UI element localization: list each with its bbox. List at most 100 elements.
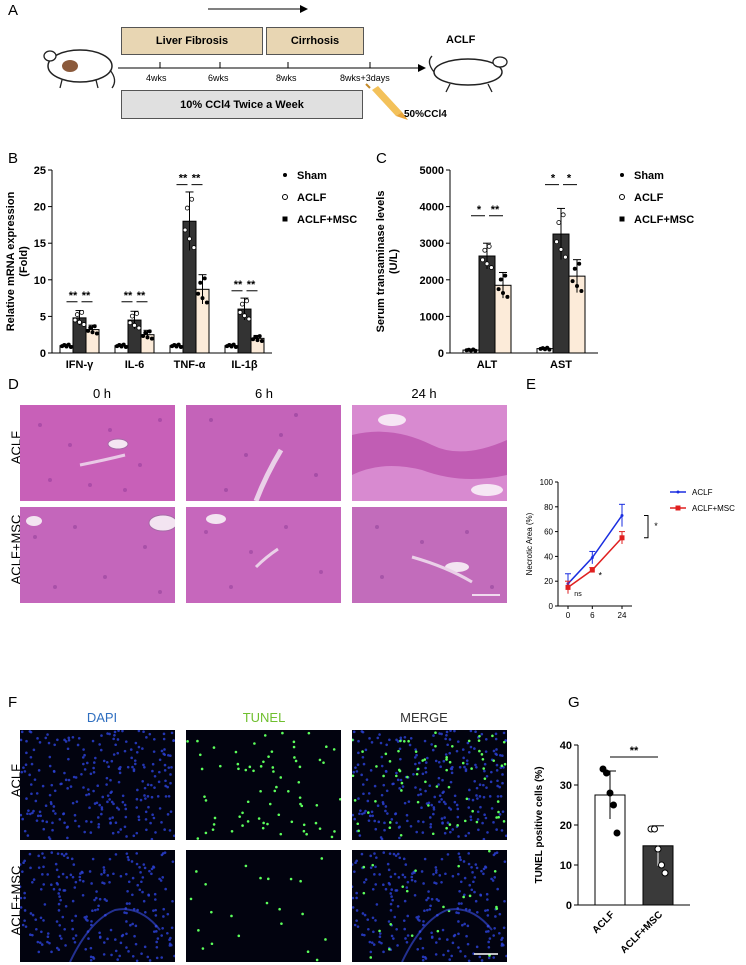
nucleus xyxy=(462,756,465,760)
nucleus xyxy=(113,730,117,734)
nucleus xyxy=(390,888,394,891)
nucleus xyxy=(366,799,370,803)
nucleus xyxy=(100,806,104,809)
nucleus xyxy=(475,794,478,797)
nucleus xyxy=(467,862,471,866)
nucleus xyxy=(446,853,450,856)
nucleus xyxy=(501,781,504,785)
nucleus xyxy=(64,740,68,743)
nucleus xyxy=(493,926,496,930)
category-label: TNF-α xyxy=(174,359,206,371)
nucleus xyxy=(85,761,89,765)
fl-image-dapi-msc xyxy=(20,850,175,962)
y-axis-label: Serum transaminase levels xyxy=(375,191,387,333)
nucleus xyxy=(81,756,85,759)
nucleus xyxy=(123,911,126,914)
nucleus xyxy=(439,765,442,769)
nucleus xyxy=(465,762,469,766)
nucleus xyxy=(378,733,381,736)
tunel-cell xyxy=(447,785,451,789)
fl-image-tunel-msc xyxy=(186,850,341,962)
nucleus xyxy=(134,741,138,745)
tunel-cell xyxy=(307,731,311,735)
nucleus xyxy=(114,821,118,825)
legend-marker xyxy=(283,173,287,177)
nucleus xyxy=(379,836,383,839)
nucleus xyxy=(31,913,35,917)
tunel-cell xyxy=(234,750,238,754)
nucleus xyxy=(82,748,85,751)
tunel-cell xyxy=(292,740,296,744)
tunel-cell xyxy=(410,934,414,937)
nucleus xyxy=(432,872,435,876)
nucleus xyxy=(41,819,45,823)
nucleus xyxy=(146,795,150,798)
nucleus xyxy=(452,934,456,938)
nucleus xyxy=(416,947,420,951)
nucleus xyxy=(42,883,46,886)
nucleus xyxy=(158,807,162,810)
nucleus xyxy=(485,786,488,789)
nucleus xyxy=(41,852,44,855)
nucleus xyxy=(435,941,438,944)
nucleus xyxy=(387,881,391,885)
nucleus xyxy=(477,828,480,832)
tunel-cell xyxy=(361,750,364,753)
nucleus xyxy=(162,737,166,741)
nucleus xyxy=(130,756,133,760)
nucleus xyxy=(126,855,130,859)
nucleus xyxy=(46,733,49,736)
nucleus xyxy=(361,755,365,759)
nucleus xyxy=(80,870,84,874)
nucleus xyxy=(428,908,432,911)
nucleus xyxy=(50,851,54,854)
tunel-cell xyxy=(230,829,234,833)
nucleus xyxy=(85,793,88,797)
chart-e: 0204060801000624HoursNecrotic Area (%)AC… xyxy=(525,478,735,620)
nucleus xyxy=(23,891,26,895)
nucleus xyxy=(98,897,102,901)
nucleus xyxy=(86,919,89,922)
nucleus xyxy=(424,789,427,793)
nucleus xyxy=(107,765,110,769)
data-point xyxy=(496,287,501,292)
nucleus xyxy=(158,770,161,774)
nucleus xyxy=(414,786,417,789)
nucleus xyxy=(369,950,373,954)
nucleus xyxy=(71,801,75,805)
nucleus xyxy=(163,763,167,767)
nucleus xyxy=(421,955,425,959)
data-point xyxy=(239,301,245,307)
nucleus xyxy=(125,835,128,838)
nucleus xyxy=(467,852,471,855)
nucleus xyxy=(500,829,504,832)
tunel-cell xyxy=(375,765,378,768)
tunel-cell xyxy=(280,922,283,925)
nucleus xyxy=(421,772,425,776)
nucleus xyxy=(354,861,357,865)
nucleus xyxy=(64,905,68,908)
data-point xyxy=(233,344,238,349)
nucleus xyxy=(131,954,135,958)
tunel-cell xyxy=(195,870,198,873)
nucleus xyxy=(498,785,501,789)
tunel-cell xyxy=(324,938,327,941)
nucleus xyxy=(399,757,402,761)
he-image-msc-24h xyxy=(352,507,507,603)
nucleus xyxy=(163,828,166,831)
tunel-cell xyxy=(478,734,481,738)
nucleus xyxy=(419,937,422,940)
nucleus xyxy=(143,866,147,870)
nucleus xyxy=(444,802,447,806)
nucleus xyxy=(136,788,139,792)
tunel-cell xyxy=(416,767,420,771)
tunel-cell xyxy=(397,768,401,772)
data-point xyxy=(184,205,190,211)
tunel-cell xyxy=(277,813,281,817)
nucleus xyxy=(460,902,463,905)
nucleus xyxy=(153,786,156,789)
nucleus xyxy=(93,802,97,805)
nucleus xyxy=(438,800,441,804)
nucleus xyxy=(95,890,98,893)
sig-label: ** xyxy=(247,279,256,291)
